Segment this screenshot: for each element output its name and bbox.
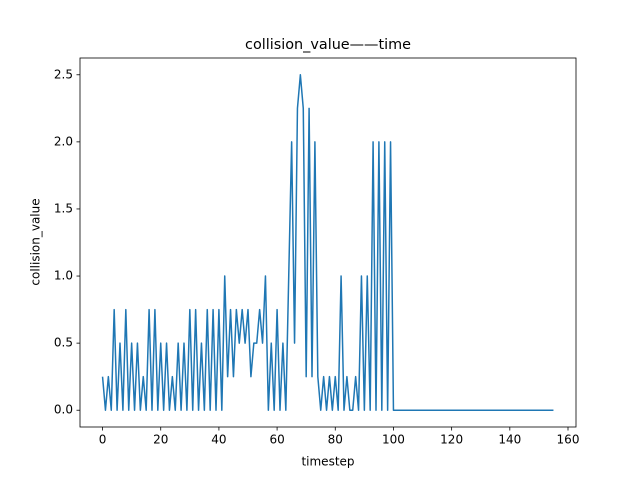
x-tick-label: 80	[328, 433, 343, 447]
y-tick-label: 0.0	[54, 403, 73, 417]
data-line	[101, 74, 554, 411]
x-tick-label: 0	[99, 433, 107, 447]
x-tick-label: 40	[211, 433, 226, 447]
y-tick-label: 0.5	[54, 336, 73, 350]
y-tick-label: 1.5	[54, 201, 73, 215]
chart-title: collision_value——time	[245, 37, 411, 53]
x-tick-label: 20	[153, 433, 168, 447]
plot-frame	[79, 57, 577, 428]
y-axis-label: collision_value	[29, 198, 43, 285]
x-tick-label: 100	[382, 433, 405, 447]
x-tick-label: 160	[557, 433, 580, 447]
x-axis-label: timestep	[301, 455, 354, 469]
x-tick-label: 140	[498, 433, 521, 447]
x-tick-label: 60	[269, 433, 284, 447]
y-tick-label: 2.0	[54, 134, 73, 148]
y-tick-label: 1.0	[54, 269, 73, 283]
y-tick-label: 2.5	[54, 67, 73, 81]
x-tick-label: 120	[440, 433, 463, 447]
